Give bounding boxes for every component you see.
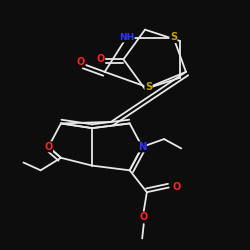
Text: O: O bbox=[44, 142, 52, 152]
Text: NH: NH bbox=[119, 33, 134, 42]
Text: O: O bbox=[77, 57, 85, 67]
Text: N: N bbox=[138, 142, 146, 152]
Text: O: O bbox=[172, 182, 181, 192]
Text: S: S bbox=[170, 32, 177, 42]
Text: S: S bbox=[145, 82, 152, 92]
Text: O: O bbox=[96, 54, 105, 64]
Text: O: O bbox=[140, 212, 148, 222]
